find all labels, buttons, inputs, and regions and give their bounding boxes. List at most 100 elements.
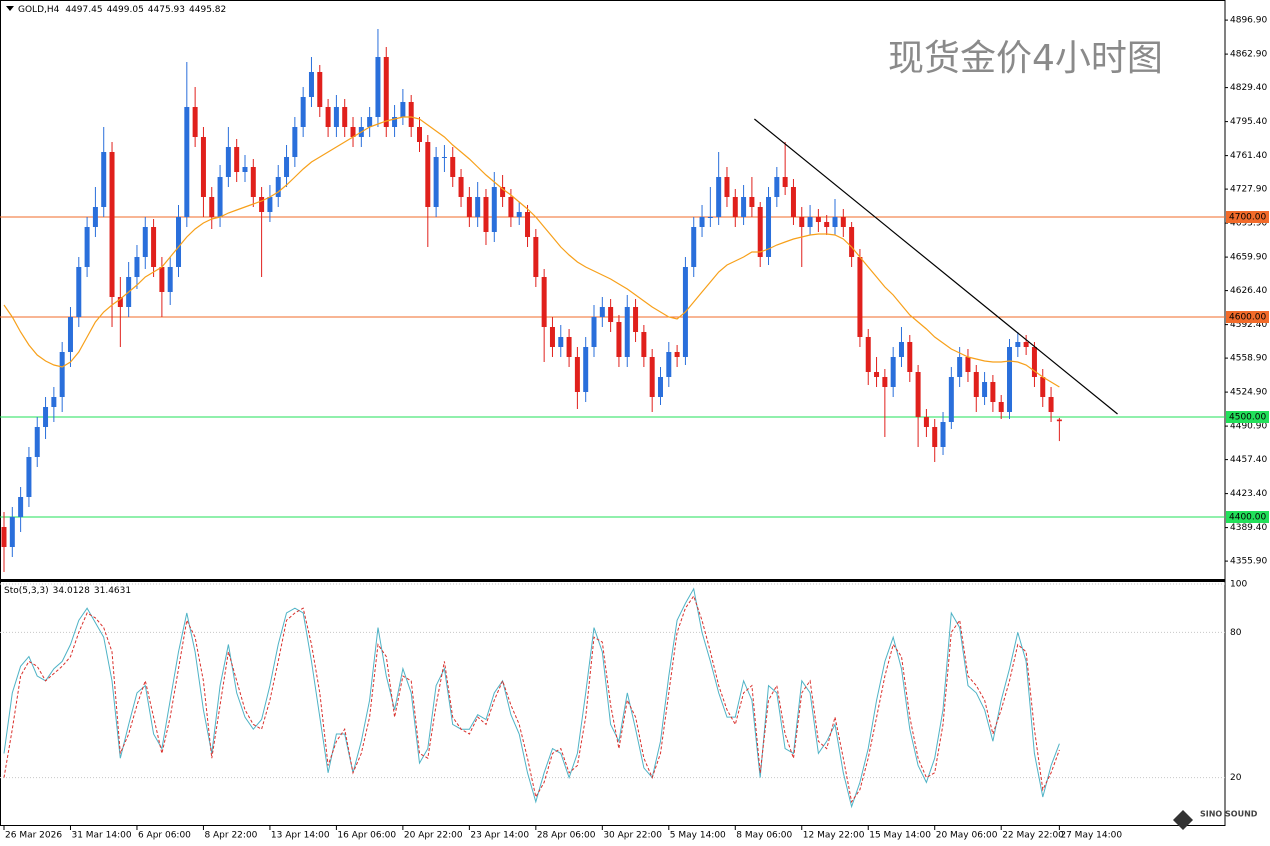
y-tick-label: 4592.40	[1230, 320, 1267, 330]
candle-body	[815, 217, 821, 222]
ohlc-high: 4499.05	[107, 5, 144, 15]
plot-frame	[0, 0, 1226, 826]
ohlc-close: 4495.82	[189, 5, 226, 15]
candle-body	[242, 167, 248, 172]
candle-body	[641, 332, 647, 357]
candle-body	[882, 377, 888, 387]
candle-body	[500, 187, 506, 197]
candle-body	[1015, 342, 1021, 347]
candle-body	[566, 337, 572, 357]
candle-body	[516, 212, 522, 217]
candle-body	[450, 157, 456, 177]
logo-icon	[1173, 810, 1193, 830]
x-tick-label: 30 Apr 22:00	[603, 831, 662, 841]
candle-body	[92, 207, 98, 227]
candles	[1, 29, 1062, 572]
y-tick-label: 4862.90	[1230, 50, 1267, 60]
y-tick-label: 4795.40	[1230, 117, 1267, 127]
candle-body	[932, 427, 938, 447]
candle-body	[433, 157, 439, 207]
candle-body	[67, 317, 73, 352]
candle-body	[101, 152, 107, 207]
candle-body	[209, 197, 215, 217]
watermark: SINO SOUND	[1200, 810, 1258, 819]
candle-body	[259, 197, 265, 212]
candle-body	[333, 107, 339, 127]
candle-body	[192, 107, 198, 137]
candle-body	[317, 72, 323, 107]
candle-body	[59, 352, 65, 397]
osc-tick-label: 20	[1230, 773, 1242, 783]
candle-body	[483, 197, 489, 232]
x-tick-label: 26 Mar 2026	[5, 831, 62, 841]
candle-body	[151, 227, 157, 267]
candle-body	[109, 152, 115, 297]
candle-body	[898, 342, 904, 357]
candle-body	[350, 127, 356, 137]
y-tick-label: 4457.40	[1230, 455, 1267, 465]
level-label: 4600.00	[1229, 313, 1266, 323]
candle-body	[973, 372, 979, 397]
candle-body	[51, 397, 57, 407]
candle-body	[649, 357, 655, 397]
candle-body	[142, 227, 148, 257]
level-label-box	[1226, 411, 1269, 423]
x-tick-label: 5 May 14:00	[670, 831, 726, 841]
candle-body	[749, 197, 755, 207]
candle-body	[383, 57, 389, 127]
candle-body	[807, 217, 813, 227]
y-tick-label: 4423.40	[1230, 489, 1267, 499]
menu-arrow	[6, 6, 14, 11]
candle-body	[1023, 342, 1029, 347]
candle-body	[766, 197, 772, 257]
candle-body	[574, 357, 580, 392]
level-label: 4500.00	[1229, 413, 1266, 423]
x-tick-label: 8 May 06:00	[736, 831, 792, 841]
candle-body	[200, 137, 206, 197]
candle-body	[716, 177, 722, 217]
osc-tick-label: 80	[1230, 628, 1242, 638]
oscillator-line	[3, 587, 1060, 809]
x-tick-label: 22 May 22:00	[1002, 831, 1064, 841]
y-tick-label: 4626.40	[1230, 286, 1267, 296]
y-tick-label: 4829.40	[1230, 83, 1267, 93]
candle-body	[583, 347, 589, 392]
candle-body	[707, 217, 713, 218]
candle-body	[284, 157, 290, 177]
candle-body	[417, 127, 422, 142]
candle-body	[250, 167, 256, 197]
ohlc-low: 4475.93	[148, 5, 185, 15]
x-tick-label: 13 Apr 14:00	[271, 831, 330, 841]
candle-body	[167, 267, 173, 292]
candle-body	[832, 217, 838, 227]
candle-body	[267, 197, 273, 212]
candle-body	[217, 177, 223, 217]
candle-body	[9, 517, 15, 547]
candle-body	[159, 267, 165, 292]
candle-body	[18, 497, 24, 517]
candle-body	[292, 127, 298, 157]
candle-body	[475, 197, 481, 217]
oscillator-header: Sto(5,3,3) 34.0128 31.4631	[4, 586, 131, 596]
candle-body	[76, 267, 82, 317]
x-tick-label: 27 May 14:00	[1060, 831, 1122, 841]
candle-body	[491, 187, 497, 232]
candle-body	[117, 297, 123, 307]
candle-body	[907, 342, 913, 372]
y-tick-label: 4490.90	[1230, 422, 1267, 432]
candle-body	[790, 187, 796, 217]
candle-body	[533, 237, 539, 277]
y-tick-label: 4659.90	[1230, 253, 1267, 263]
x-tick-label: 23 Apr 14:00	[470, 831, 529, 841]
candle-body	[184, 107, 190, 217]
candle-body	[425, 142, 431, 207]
candle-body	[948, 377, 954, 422]
candle-body	[541, 277, 547, 327]
candle-body	[624, 307, 630, 357]
ohlc-open: 4497.45	[65, 5, 102, 15]
candle-body	[275, 177, 281, 197]
y-tick-label: 4355.90	[1230, 557, 1267, 567]
candle-body	[857, 257, 863, 337]
candle-body	[300, 97, 306, 127]
candle-body	[990, 382, 996, 402]
